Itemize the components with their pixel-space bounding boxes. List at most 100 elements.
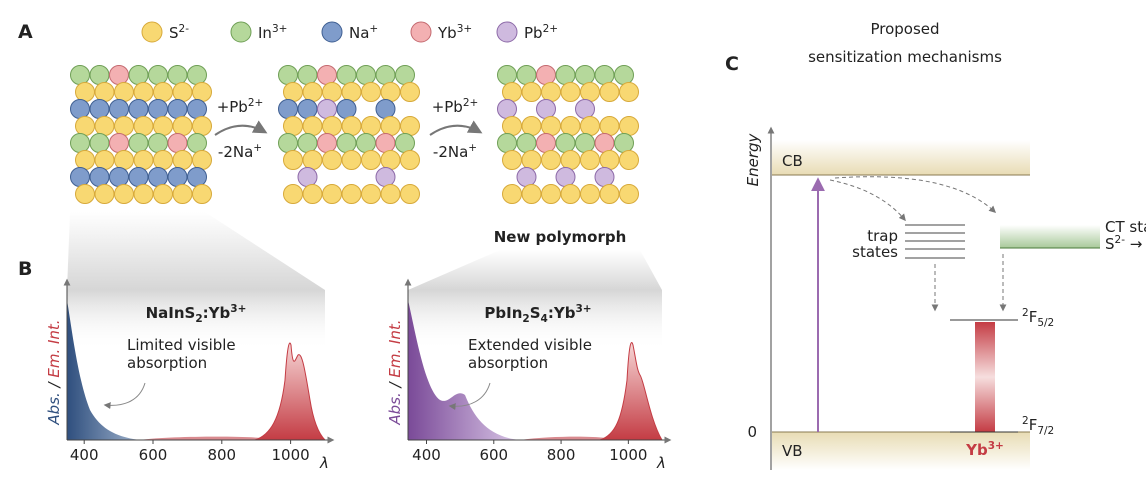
atom (576, 134, 595, 153)
atom (129, 168, 148, 187)
emission-curve (255, 343, 325, 440)
panel-label: A (18, 21, 33, 43)
atom (279, 100, 298, 119)
mechanism-title: Proposed (870, 20, 939, 38)
y-axis-label: Abs. / Em. Int. (45, 319, 63, 425)
ct-label: CT state (1105, 218, 1146, 236)
legend-label: Pb2+ (524, 23, 558, 42)
atom (522, 185, 541, 204)
atom (154, 83, 173, 102)
atom (542, 151, 561, 170)
atom (134, 83, 153, 102)
text-part: 3+ (230, 303, 246, 315)
atom (279, 66, 298, 85)
atom (503, 185, 522, 204)
atom (401, 83, 420, 102)
atom (615, 66, 634, 85)
polymorph-label: New polymorph (494, 228, 627, 246)
text-part: 5/2 (1037, 317, 1054, 329)
atom (298, 168, 317, 187)
text-part: S (530, 304, 541, 322)
text-part: 2- (179, 23, 190, 35)
y-label-abs: Abs. (45, 392, 63, 425)
atom (498, 100, 517, 119)
atom (522, 151, 541, 170)
atom (537, 134, 556, 153)
atom (298, 66, 317, 85)
text-part: + (468, 142, 477, 154)
text-part: Na (349, 24, 369, 42)
atom (537, 66, 556, 85)
zoom-wedge (408, 250, 662, 290)
text-part: 2 (195, 313, 202, 325)
atom (115, 83, 134, 102)
emission-curve (600, 343, 662, 440)
atom (556, 134, 575, 153)
legend-label: S2- (169, 23, 189, 42)
atom (376, 100, 395, 119)
atom (115, 185, 134, 204)
atom (581, 83, 600, 102)
atom (188, 66, 207, 85)
atom (168, 66, 187, 85)
atom (323, 185, 342, 204)
atom (376, 66, 395, 85)
trap-label: states (852, 243, 898, 261)
y-axis-label: Abs. / Em. Int. (386, 319, 404, 425)
atom (600, 185, 619, 204)
text-part: :Yb (203, 304, 231, 322)
atom (401, 117, 420, 136)
ct-state (1000, 225, 1100, 248)
atom (342, 151, 361, 170)
atom (173, 151, 192, 170)
legend-swatch (142, 22, 162, 42)
text-part: :Yb (548, 304, 576, 322)
atom (561, 83, 580, 102)
atom (193, 117, 212, 136)
atom (620, 185, 639, 204)
atom (537, 100, 556, 119)
x-tick-label: 1000 (272, 446, 310, 464)
atom (149, 168, 168, 187)
atom (303, 117, 322, 136)
atom (581, 151, 600, 170)
zoom-wedge (67, 212, 325, 290)
atom (556, 168, 575, 187)
reaction-arrow (430, 126, 480, 135)
text-part: 3+ (457, 23, 472, 35)
text-part: 3+ (988, 440, 1004, 452)
atom (76, 185, 95, 204)
x-axis-label: λ (319, 454, 329, 472)
text-part: +Pb (432, 98, 463, 116)
atom (76, 117, 95, 136)
atom (71, 134, 90, 153)
atom (95, 151, 114, 170)
atom (517, 134, 536, 153)
atom (620, 151, 639, 170)
atom (323, 83, 342, 102)
text-part: Pb (524, 24, 543, 42)
atom (193, 185, 212, 204)
atom (193, 151, 212, 170)
text-part: S (169, 24, 179, 42)
atom (342, 185, 361, 204)
text-part: S (1105, 235, 1115, 253)
text-part: 3+ (272, 23, 287, 35)
text-part: NaInS (146, 304, 196, 322)
atom (134, 151, 153, 170)
atom (620, 83, 639, 102)
atom (337, 66, 356, 85)
atom (71, 100, 90, 119)
y-label-abs: Abs. (386, 392, 404, 425)
atom (362, 185, 381, 204)
relaxation-arrow (835, 177, 995, 212)
reaction-remove: -2Na+ (218, 142, 262, 161)
x-tick-label: 800 (207, 446, 236, 464)
atom (542, 117, 561, 136)
y-label-sep: / (386, 378, 404, 393)
text-part: 2+ (248, 97, 263, 109)
text-part: → Yb (1125, 235, 1146, 253)
atom (149, 134, 168, 153)
legend-label: In3+ (258, 23, 287, 42)
atom (168, 134, 187, 153)
